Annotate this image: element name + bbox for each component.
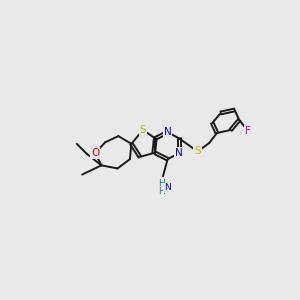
Text: H: H	[158, 179, 165, 188]
Text: H: H	[158, 188, 165, 196]
Text: S: S	[194, 146, 201, 157]
Text: F: F	[245, 126, 250, 136]
Text: N: N	[164, 127, 172, 137]
Text: S: S	[140, 125, 146, 135]
Text: O: O	[91, 148, 99, 158]
Text: N: N	[175, 148, 183, 158]
Text: N: N	[164, 184, 171, 193]
